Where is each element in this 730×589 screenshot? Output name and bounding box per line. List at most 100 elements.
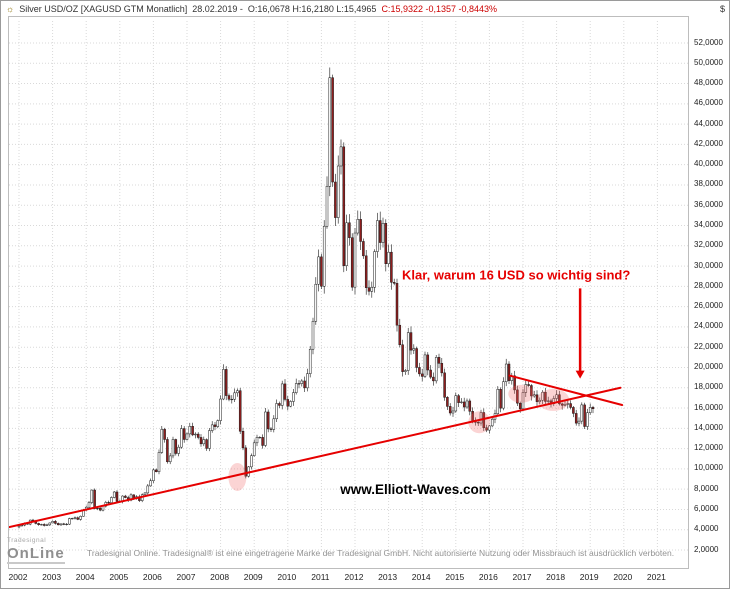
candle-body [448, 406, 452, 414]
y-axis-tick-label: 2,0000 [694, 544, 719, 554]
candle-body [51, 521, 54, 524]
candle-body [154, 469, 158, 472]
x-axis-tick-label: 2020 [613, 572, 633, 582]
candle-body [79, 515, 82, 520]
candle-body [278, 403, 281, 406]
candle-body [174, 439, 178, 454]
instrument-icon: ☼ [6, 3, 15, 14]
candle-body [208, 430, 211, 449]
candle-body [586, 412, 589, 427]
highlight-blob [468, 411, 491, 434]
candle-body [418, 367, 421, 375]
candle-body [521, 392, 525, 410]
candle-body [213, 424, 217, 427]
candle-body [224, 369, 228, 396]
candle-body [107, 502, 110, 504]
candle-body [566, 403, 570, 405]
candle-body [541, 391, 544, 401]
x-axis-tick-label: 2011 [311, 572, 330, 582]
candle-body [451, 410, 455, 414]
candle-body [283, 383, 287, 400]
candle-body [45, 524, 49, 526]
candle-body [502, 381, 505, 409]
candle-body [462, 401, 466, 408]
candle-body [376, 220, 379, 252]
candle-body [398, 324, 402, 346]
instrument-title: Silver USD/OZ [XAGUSD GTM Monatlich] [19, 3, 188, 14]
candle-body [530, 385, 533, 397]
candle-body [275, 403, 278, 420]
candle-body [381, 223, 385, 243]
x-axis: 2002 2003 2004 2005 2006 2007 2008 2009 2010 2011… [8, 572, 689, 586]
candle-body [485, 427, 488, 431]
candle-body [48, 522, 52, 526]
website-watermark-text: www.Elliott-Waves.com [339, 482, 491, 497]
chart-plot-area: Klar, warum 16 USD so wichtig sind? www.E… [7, 16, 689, 569]
candle-body [238, 390, 242, 432]
candle-body [560, 403, 564, 406]
candle-body [222, 369, 225, 400]
quote-date: 28.02.2019 - [192, 3, 243, 14]
candle-body [513, 375, 516, 391]
candle-body [336, 165, 340, 218]
highlights-group [228, 384, 570, 491]
candle-body [392, 282, 396, 284]
candle-body [504, 363, 508, 382]
candle-body [465, 400, 469, 408]
candle-body [62, 523, 66, 525]
candle-body [163, 429, 166, 440]
candle-body [390, 251, 393, 283]
candle-body [507, 363, 511, 381]
candle-body [384, 223, 388, 264]
candle-body [180, 428, 183, 448]
candle-body [93, 489, 96, 509]
candle-body [476, 422, 480, 424]
candle-body [353, 232, 357, 288]
candle-body [440, 363, 444, 374]
y-axis-tick-label: 44,0000 [694, 118, 723, 128]
candle-body [563, 404, 567, 406]
candle-body [216, 420, 220, 427]
y-axis: 52,0000 50,0000 48,0000 46,0000 44,0000 42,00… [692, 16, 729, 569]
y-axis-tick-label: 6,0000 [694, 503, 719, 513]
candle-body [488, 425, 491, 431]
candle-body [574, 413, 578, 424]
candle-body [124, 495, 127, 498]
x-axis-tick-label: 2013 [378, 572, 398, 582]
disclaimer-text: Tradesignal Online. Tradesignal® ist ein… [87, 548, 675, 558]
candle-body [546, 400, 550, 402]
candle-body [518, 402, 522, 410]
candle-body [289, 401, 292, 407]
y-axis-tick-label: 4,0000 [694, 524, 719, 534]
x-axis-tick-label: 2006 [142, 572, 162, 582]
y-axis-tick-label: 42,0000 [694, 138, 723, 148]
candle-body [17, 525, 21, 528]
candle-body [496, 389, 500, 414]
candle-body [194, 433, 197, 436]
candle-body [199, 437, 203, 445]
candle-body [112, 491, 116, 498]
candle-body [572, 407, 575, 414]
x-axis-tick-label: 2008 [210, 572, 230, 582]
candle-body [558, 394, 561, 405]
candle-body [527, 384, 530, 386]
quote-close-change: C:15,9322 -0,1357 -0,8443% [381, 3, 498, 14]
candle-body [415, 348, 418, 368]
candle-body [348, 222, 351, 238]
x-axis-tick-label: 2002 [8, 572, 28, 582]
y-axis-tick-label: 52,0000 [694, 37, 723, 47]
candle-body [516, 389, 519, 404]
candle-body [65, 523, 68, 525]
y-axis-tick-label: 24,0000 [694, 321, 723, 331]
candle-body [359, 219, 362, 242]
candle-body [110, 497, 113, 503]
trendline-falling-resistance [508, 374, 624, 406]
candle-body [73, 517, 77, 519]
candle-body [457, 395, 460, 403]
candle-body [432, 376, 435, 382]
candle-body [166, 439, 169, 463]
y-axis-tick-label: 12,0000 [694, 443, 723, 453]
candle-body [244, 447, 248, 477]
candle-body [544, 391, 547, 402]
candle-body [308, 348, 312, 374]
